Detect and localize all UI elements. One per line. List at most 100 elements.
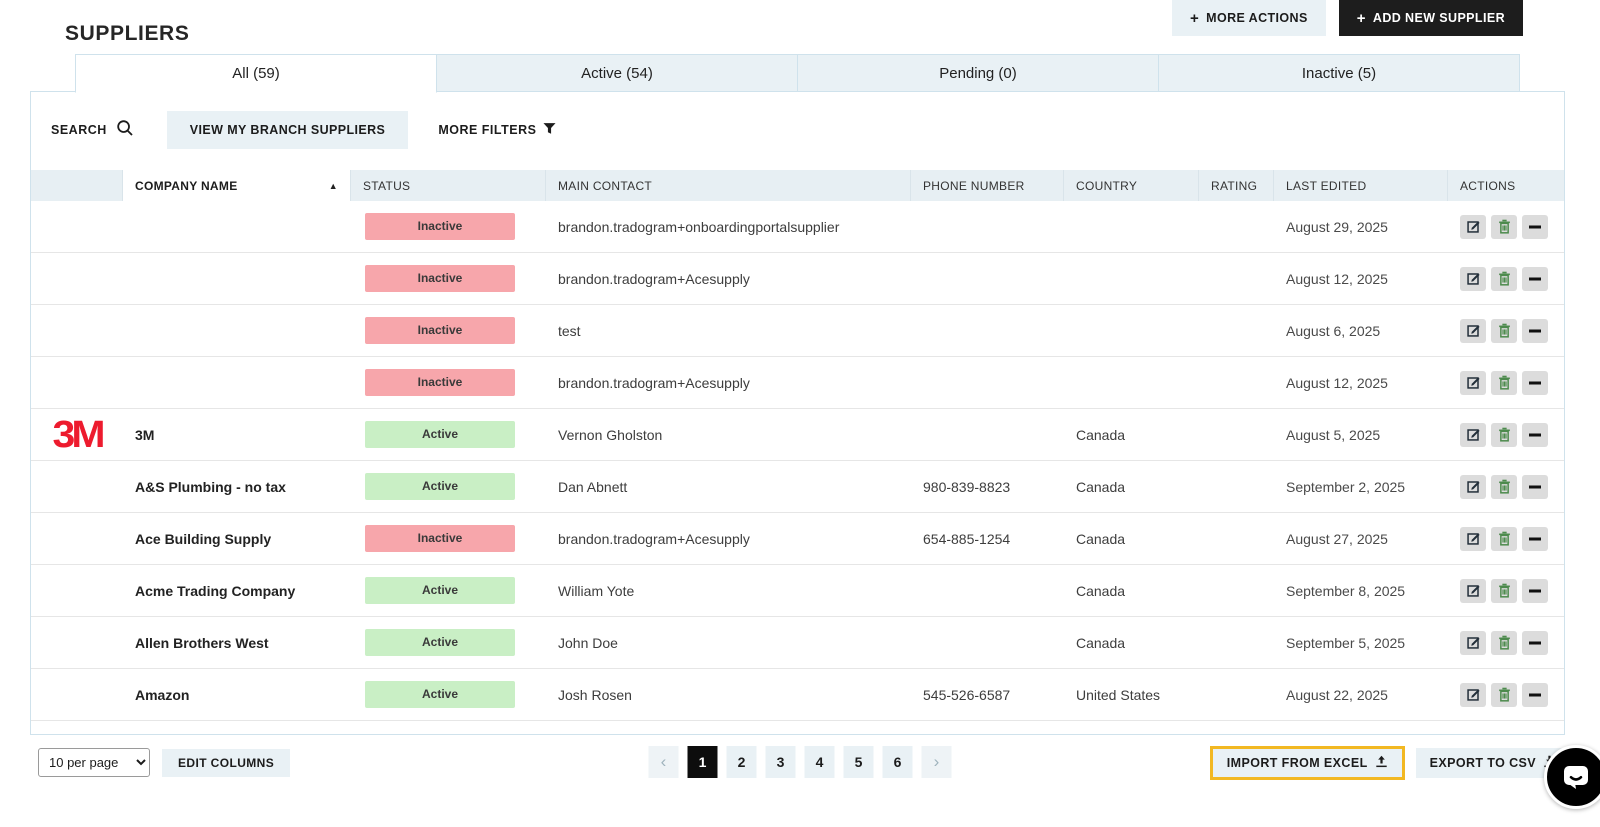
page-button-4[interactable]: 4 [804, 746, 835, 778]
per-page-select[interactable]: 10 per page [38, 748, 150, 777]
edit-icon [1466, 585, 1480, 597]
tab-pending[interactable]: Pending (0) [797, 54, 1159, 92]
edit-icon [1466, 481, 1480, 493]
remove-button[interactable] [1522, 318, 1548, 343]
delete-button[interactable] [1491, 630, 1517, 655]
column-header-country[interactable]: COUNTRY [1064, 170, 1199, 201]
export-to-csv-label: EXPORT TO CSV [1429, 756, 1536, 770]
delete-button[interactable] [1491, 318, 1517, 343]
country-cell: Canada [1076, 426, 1126, 443]
status-badge: Inactive [365, 265, 515, 292]
table-row[interactable]: Inactive brandon.tradogram+Acesupply Aug… [31, 253, 1564, 305]
table-row[interactable]: Ace Building Supply Inactive brandon.tra… [31, 513, 1564, 565]
main-contact-cell: brandon.tradogram+Acesupply [558, 270, 750, 287]
prev-page-button[interactable]: ‹ [648, 746, 679, 778]
minus-icon [1529, 641, 1541, 644]
table-row[interactable]: A&S Plumbing - no tax Active Dan Abnett … [31, 461, 1564, 513]
remove-button[interactable] [1522, 578, 1548, 603]
edit-button[interactable] [1460, 214, 1486, 239]
company-name-cell: Allen Brothers West [135, 634, 269, 651]
trash-icon [1498, 323, 1510, 338]
column-header-company-name[interactable]: COMPANY NAME ▲ [123, 170, 351, 201]
next-page-button[interactable]: › [921, 746, 952, 778]
delete-button[interactable] [1491, 526, 1517, 551]
delete-button[interactable] [1491, 682, 1517, 707]
delete-button[interactable] [1491, 370, 1517, 395]
delete-button[interactable] [1491, 578, 1517, 603]
search-input[interactable]: SEARCH [51, 119, 134, 142]
tab-inactive[interactable]: Inactive (5) [1158, 54, 1520, 92]
remove-button[interactable] [1522, 526, 1548, 551]
edit-button[interactable] [1460, 578, 1486, 603]
page-button-6[interactable]: 6 [882, 746, 913, 778]
delete-button[interactable] [1491, 266, 1517, 291]
import-from-excel-button[interactable]: IMPORT FROM EXCEL [1209, 746, 1405, 780]
page-button-1[interactable]: 1 [687, 746, 718, 778]
remove-button[interactable] [1522, 474, 1548, 499]
supplier-logo: 3M [52, 414, 106, 455]
last-edited-cell: September 8, 2025 [1286, 582, 1406, 599]
remove-button[interactable] [1522, 370, 1548, 395]
view-branch-suppliers-button[interactable]: VIEW MY BRANCH SUPPLIERS [166, 111, 409, 149]
table-row[interactable]: Inactive test August 6, 2025 [31, 305, 1564, 357]
remove-button[interactable] [1522, 266, 1548, 291]
edit-button[interactable] [1460, 526, 1486, 551]
edit-button[interactable] [1460, 266, 1486, 291]
search-icon [116, 119, 134, 142]
table-row[interactable]: Amazon Active Josh Rosen 545-526-6587 Un… [31, 669, 1564, 721]
country-cell: Canada [1076, 582, 1126, 599]
page-button-5[interactable]: 5 [843, 746, 874, 778]
edit-button[interactable] [1460, 422, 1486, 447]
tab-all[interactable]: All (59) [75, 54, 437, 93]
company-name-cell: 3M [135, 426, 155, 443]
minus-icon [1529, 537, 1541, 540]
delete-button[interactable] [1491, 214, 1517, 239]
more-filters-button[interactable]: MORE FILTERS [438, 122, 556, 138]
edit-button[interactable] [1460, 474, 1486, 499]
minus-icon [1529, 225, 1541, 228]
table-row[interactable]: 3M 3M Active Vernon Gholston Canada Augu… [31, 409, 1564, 461]
more-actions-button[interactable]: + MORE ACTIONS [1171, 0, 1326, 36]
status-badge: Inactive [365, 525, 515, 552]
column-header-rating[interactable]: RATING [1199, 170, 1274, 201]
chat-widget-button[interactable] [1544, 745, 1600, 809]
page-button-2[interactable]: 2 [726, 746, 757, 778]
last-edited-cell: August 29, 2025 [1286, 218, 1388, 235]
edit-icon [1466, 429, 1480, 441]
edit-button[interactable] [1460, 318, 1486, 343]
column-header-actions[interactable]: ACTIONS [1460, 178, 1516, 193]
table-row[interactable]: Allen Brothers West Active John Doe Cana… [31, 617, 1564, 669]
edit-button[interactable] [1460, 682, 1486, 707]
delete-button[interactable] [1491, 422, 1517, 447]
trash-icon [1498, 583, 1510, 598]
delete-button[interactable] [1491, 474, 1517, 499]
column-header-last-edited[interactable]: LAST EDITED [1274, 170, 1448, 201]
table-row[interactable]: Acme Trading Company Active William Yote… [31, 565, 1564, 617]
column-header-logo [31, 170, 123, 201]
column-header-status[interactable]: STATUS [351, 170, 546, 201]
import-from-excel-label: IMPORT FROM EXCEL [1226, 756, 1368, 770]
edit-button[interactable] [1460, 370, 1486, 395]
main-contact-cell: William Yote [558, 582, 635, 599]
column-header-main-contact[interactable]: MAIN CONTACT [546, 170, 911, 201]
edit-columns-button[interactable]: EDIT COLUMNS [162, 749, 291, 777]
add-new-supplier-button[interactable]: + ADD NEW SUPPLIER [1338, 0, 1523, 36]
plus-icon: + [1189, 9, 1200, 27]
column-header-phone-number[interactable]: PHONE NUMBER [911, 170, 1064, 201]
table-row[interactable]: Inactive brandon.tradogram+Acesupply Aug… [31, 357, 1564, 409]
trash-icon [1498, 427, 1510, 442]
remove-button[interactable] [1522, 682, 1548, 707]
last-edited-cell: August 6, 2025 [1286, 322, 1381, 339]
remove-button[interactable] [1522, 630, 1548, 655]
table-body: Inactive brandon.tradogram+onboardingpor… [31, 201, 1564, 721]
tab-active[interactable]: Active (54) [436, 54, 798, 92]
edit-icon [1466, 273, 1480, 285]
table-header: COMPANY NAME ▲ STATUS MAIN CONTACT PHONE NUM… [31, 170, 1564, 201]
edit-button[interactable] [1460, 630, 1486, 655]
remove-button[interactable] [1522, 422, 1548, 447]
table-row[interactable]: Inactive brandon.tradogram+onboardingpor… [31, 201, 1564, 253]
edit-icon [1466, 533, 1480, 545]
remove-button[interactable] [1522, 214, 1548, 239]
page-button-3[interactable]: 3 [765, 746, 796, 778]
upload-icon [1375, 755, 1388, 771]
